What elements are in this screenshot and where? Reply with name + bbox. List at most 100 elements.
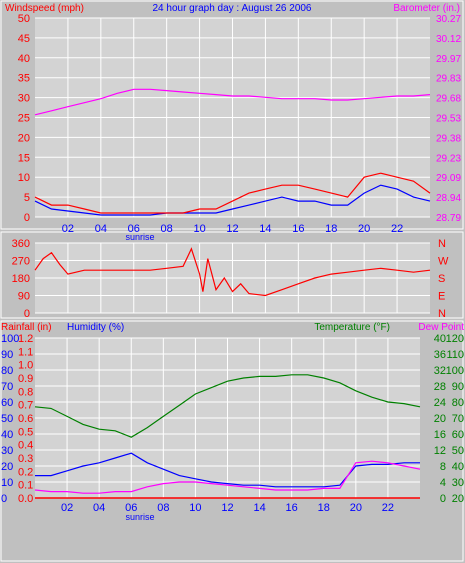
direction-compass-tick: N xyxy=(438,308,446,320)
rainfall-tick: 0.8 xyxy=(18,386,33,398)
time-tick: 06 xyxy=(125,502,137,514)
humidity-tick: 20 xyxy=(1,461,13,473)
barometer-tick: 28.94 xyxy=(436,193,461,204)
barometer-tick: 29.83 xyxy=(436,74,461,85)
temperature-c-tick: 28 xyxy=(434,381,446,393)
windspeed-tick: 5 xyxy=(24,192,30,204)
wind-direction-series xyxy=(34,247,431,297)
windspeed-tick: 0 xyxy=(24,212,30,224)
time-tick: 16 xyxy=(292,223,304,235)
time-tick: 14 xyxy=(259,223,271,235)
temperature-f-tick: 80 xyxy=(452,397,464,409)
panel-frame-top xyxy=(0,0,464,230)
time-tick: 14 xyxy=(253,502,265,514)
barometer-tick: 29.09 xyxy=(436,173,461,184)
time-tick: 04 xyxy=(93,502,105,514)
temperature-c-tick: 20 xyxy=(434,413,446,425)
direction-degree-tick: 360 xyxy=(12,238,30,250)
humidity-tick: 50 xyxy=(1,413,13,425)
rainfall-tick: 1.0 xyxy=(18,360,33,372)
time-tick: 04 xyxy=(95,223,107,235)
dewpoint-series xyxy=(34,460,421,494)
sunrise-label-bottom: sunrise xyxy=(125,512,154,522)
windspeed-tick: 35 xyxy=(18,73,30,85)
direction-compass-tick: N xyxy=(438,238,446,250)
time-tick: 10 xyxy=(193,223,205,235)
time-tick: 12 xyxy=(221,502,233,514)
graph-title: 24 hour graph day : August 26 2006 xyxy=(152,3,311,14)
time-tick: 02 xyxy=(61,502,73,514)
rainfall-tick-labels: 1.21.1 1.00.90.8 0.70.60.5 0.40.30.2 0.10.0 xyxy=(18,333,33,505)
temperature-f-tick: 110 xyxy=(446,349,464,361)
direction-degree-labels: 360 270 180 90 0 xyxy=(12,238,30,320)
temperature-c-tick: 4 xyxy=(440,477,446,489)
grid-direction xyxy=(35,242,430,314)
direction-degree-tick: 270 xyxy=(12,256,30,268)
humidity-tick: 100 xyxy=(1,333,19,345)
sunrise-label-top: sunrise xyxy=(125,232,154,242)
barometer-tick: 29.97 xyxy=(436,54,461,65)
panel-frame-bottom xyxy=(0,320,464,562)
time-tick: 22 xyxy=(391,223,403,235)
temperature-c-tick: 36 xyxy=(434,349,446,361)
temperature-c-tick: 0 xyxy=(440,493,446,505)
time-tick: 12 xyxy=(226,223,238,235)
grid-wind xyxy=(35,17,430,218)
barometer-axis-label: Barometer (in.) xyxy=(393,3,460,14)
humidity-axis-label: Humidity (%) xyxy=(67,322,124,333)
time-tick: 16 xyxy=(286,502,298,514)
humidity-tick: 10 xyxy=(1,477,13,489)
windspeed-axis-label: Windspeed (mph) xyxy=(5,3,84,14)
rainfall-tick: 0.4 xyxy=(18,440,33,452)
rainfall-axis-label: Rainfall (in) xyxy=(1,322,52,333)
temperature-c-tick: 40 xyxy=(434,333,446,345)
humidity-tick: 40 xyxy=(1,429,13,441)
rainfall-tick: 0.2 xyxy=(18,466,33,478)
humidity-tick: 80 xyxy=(1,365,13,377)
windspeed-tick: 20 xyxy=(18,132,30,144)
grid-temperature xyxy=(35,337,420,499)
rainfall-tick: 0.6 xyxy=(18,413,33,425)
humidity-tick: 70 xyxy=(1,381,13,393)
humidity-tick: 90 xyxy=(1,349,13,361)
temperature-f-tick: 40 xyxy=(452,461,464,473)
rainfall-tick: 0.5 xyxy=(18,426,33,438)
barometer-tick: 28.79 xyxy=(436,213,461,224)
time-tick: 22 xyxy=(382,502,394,514)
barometer-tick: 29.68 xyxy=(436,94,461,105)
panel-frame-middle xyxy=(0,231,464,319)
windspeed-tick: 25 xyxy=(18,113,30,125)
temperature-c-tick: 8 xyxy=(440,461,446,473)
direction-compass-tick: S xyxy=(438,273,445,285)
wind-average-series xyxy=(34,184,431,216)
temperature-c-tick: 32 xyxy=(434,365,446,377)
dewpoint-axis-label: Dew Point xyxy=(418,322,464,333)
rainfall-tick: 0.1 xyxy=(18,480,33,492)
temperature-f-tick-labels: 120 110 100 90 80 70 60 50 40 30 20 xyxy=(446,333,464,505)
temperature-f-tick: 70 xyxy=(452,413,464,425)
barometer-tick: 30.27 xyxy=(436,14,461,25)
barometer-tick: 30.12 xyxy=(436,34,461,45)
direction-compass-tick: E xyxy=(438,291,445,303)
barometer-tick-labels: 30.27 30.12 29.97 29.83 29.68 29.53 29.38 29.23… xyxy=(436,14,461,224)
time-tick: 18 xyxy=(325,223,337,235)
humidity-tick: 30 xyxy=(1,445,13,457)
windspeed-tick: 45 xyxy=(18,33,30,45)
temperature-f-tick: 20 xyxy=(452,493,464,505)
humidity-tick: 60 xyxy=(1,397,13,409)
windspeed-tick: 50 xyxy=(18,13,30,25)
windspeed-tick: 10 xyxy=(18,172,30,184)
rainfall-tick: 0.9 xyxy=(18,373,33,385)
barometer-series xyxy=(34,88,431,116)
direction-degree-tick: 180 xyxy=(12,273,30,285)
direction-compass-tick: W xyxy=(438,256,449,268)
rainfall-tick: 0.7 xyxy=(18,400,33,412)
time-tick: 20 xyxy=(358,223,370,235)
time-tick: 10 xyxy=(189,502,201,514)
humidity-series xyxy=(35,452,420,488)
time-tick: 08 xyxy=(157,502,169,514)
temperature-c-tick: 24 xyxy=(434,397,446,409)
